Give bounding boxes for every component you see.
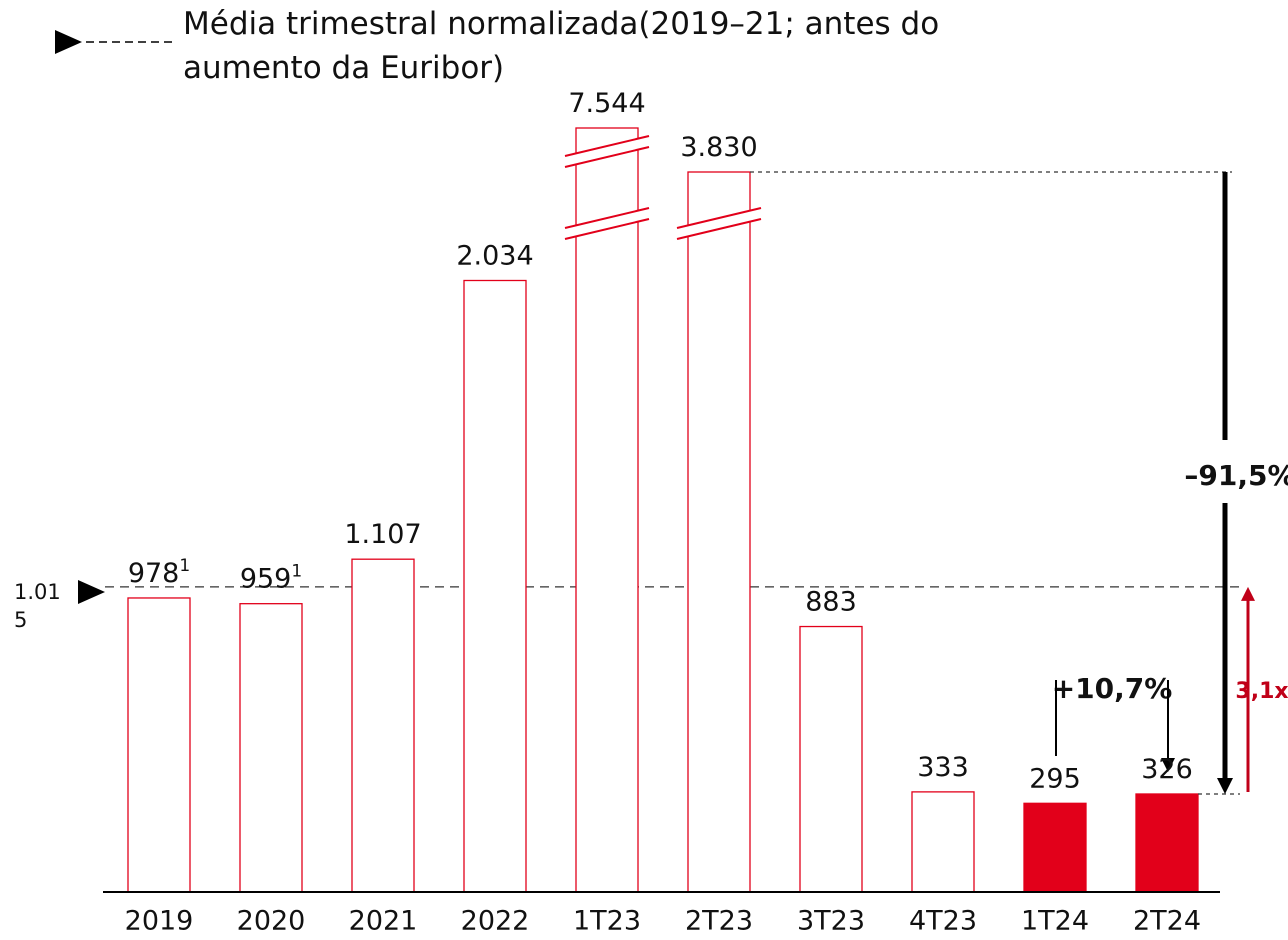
x-tick-label: 2019 xyxy=(125,906,194,937)
bar xyxy=(575,127,639,893)
bar xyxy=(911,791,975,893)
bar xyxy=(463,279,527,893)
bar xyxy=(1135,793,1199,893)
value-label: 326 xyxy=(1141,753,1193,784)
x-tick-label: 2T23 xyxy=(685,906,753,937)
arrowhead xyxy=(1241,586,1255,601)
x-tick-label: 2T24 xyxy=(1133,906,1201,937)
arrowhead xyxy=(1217,777,1233,794)
axis-break xyxy=(565,136,649,167)
bar xyxy=(127,597,191,893)
value-label-text: 2.034 xyxy=(456,240,533,271)
value-label-text: 978 xyxy=(128,557,180,588)
value-label: 1.107 xyxy=(344,519,421,550)
x-tick-label: 1T24 xyxy=(1021,906,1089,937)
footnote-mark: 1 xyxy=(291,562,302,582)
bar xyxy=(239,603,303,893)
value-label: 9591 xyxy=(240,562,302,595)
arrowhead xyxy=(1161,758,1175,772)
axis-break xyxy=(565,208,649,239)
bar xyxy=(799,625,863,893)
value-label: 7.544 xyxy=(568,88,645,119)
footnote-mark: 1 xyxy=(179,556,190,576)
x-tick-label: 2022 xyxy=(461,906,530,937)
bar xyxy=(1023,802,1087,893)
x-tick-label: 2020 xyxy=(237,906,306,937)
x-tick-label: 1T23 xyxy=(573,906,641,937)
axis-break-line xyxy=(564,146,650,168)
x-tick-label: 3T23 xyxy=(797,906,865,937)
value-label-text: 333 xyxy=(917,751,969,782)
value-label-text: 326 xyxy=(1141,753,1193,784)
value-label: 883 xyxy=(805,586,857,617)
value-label: 333 xyxy=(917,751,969,782)
axis-break-line xyxy=(676,207,762,229)
ref-marker xyxy=(78,580,105,604)
value-label: 295 xyxy=(1029,763,1081,794)
value-label: 2.034 xyxy=(456,240,533,271)
value-label-text: 295 xyxy=(1029,763,1081,794)
annotation: 3,1x xyxy=(1235,679,1288,704)
x-tick-label: 4T23 xyxy=(909,906,977,937)
bar xyxy=(351,558,415,893)
axis-break-line xyxy=(564,135,650,157)
x-tick-label: 2021 xyxy=(349,906,418,937)
value-label: 9781 xyxy=(128,556,190,589)
value-label-text: 1.107 xyxy=(344,519,421,550)
annotation: +10,7% xyxy=(1052,672,1173,705)
reference-label: 1.015 xyxy=(14,580,61,632)
axis-break-line xyxy=(564,218,650,240)
value-label-text: 883 xyxy=(805,586,857,617)
value-label-text: 959 xyxy=(240,563,292,594)
bar xyxy=(687,171,751,893)
axis-break xyxy=(677,208,761,239)
annotation: –91,5% xyxy=(1184,459,1288,492)
axis-break-line xyxy=(564,207,650,229)
value-label-text: 3.830 xyxy=(680,132,757,163)
legend-text: Média trimestral normalizada(2019–21; an… xyxy=(183,6,940,86)
value-label-text: 7.544 xyxy=(568,88,645,119)
axis-break-line xyxy=(676,218,762,240)
value-label: 3.830 xyxy=(680,132,757,163)
legend-marker xyxy=(55,30,82,54)
